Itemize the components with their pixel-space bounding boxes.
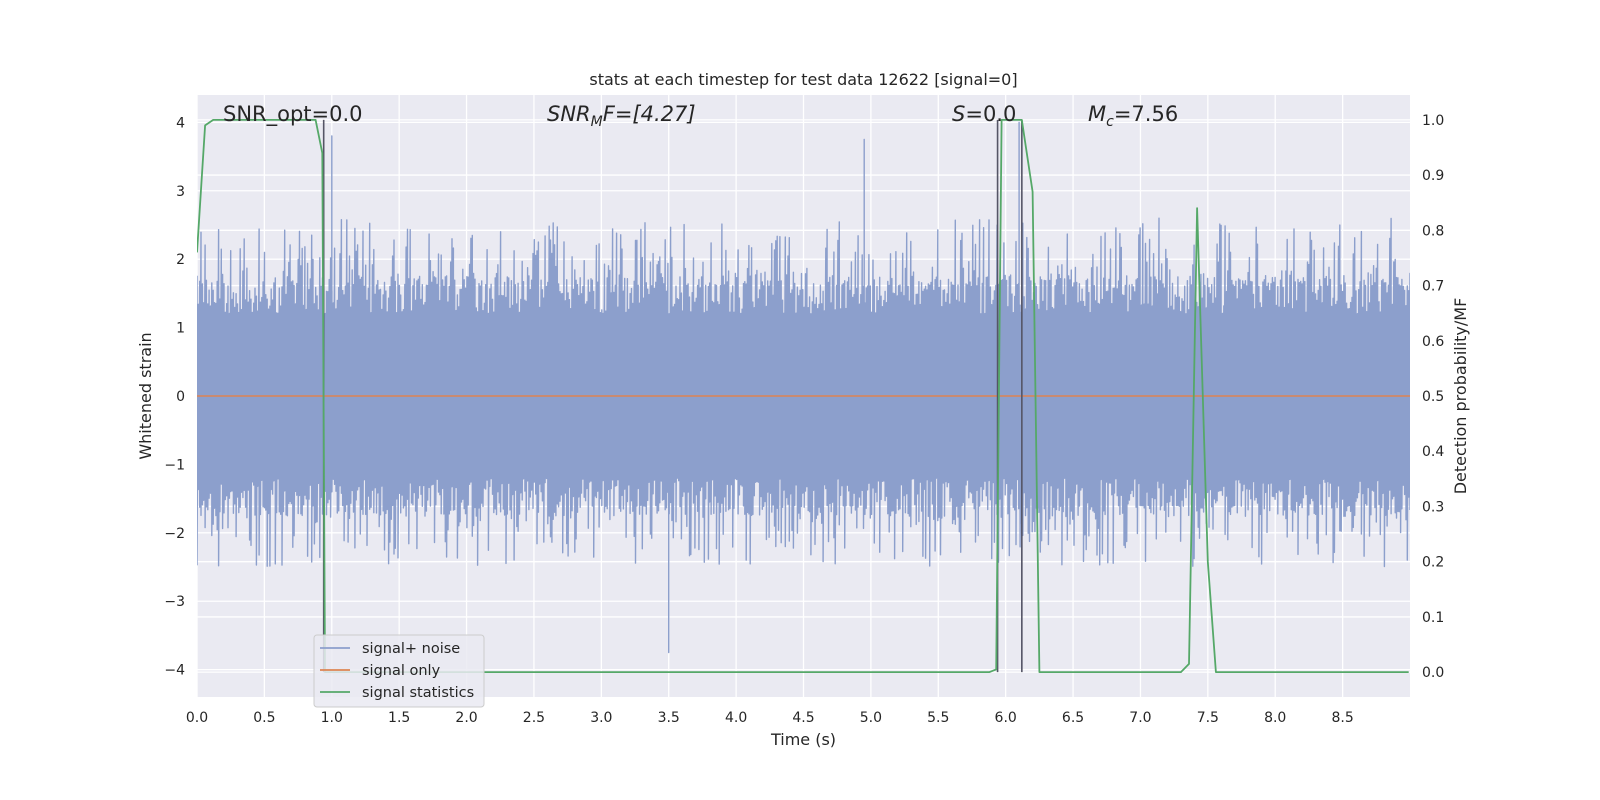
left-y-tick-label: 4 (176, 115, 185, 131)
annotation-snr-mf-rest: F=[4.27] (603, 102, 696, 126)
annotation-snr-mf: SNRMF=[4.27] (547, 102, 696, 130)
right-y-tick-label: 0.2 (1422, 555, 1444, 571)
right-y-tick-label: 0.4 (1422, 444, 1444, 460)
left-y-axis-label: Whitened strain (136, 332, 155, 459)
legend: signal+ noise signal only signal statistic… (313, 634, 485, 708)
x-tick-label: 7.5 (1197, 710, 1219, 726)
right-y-tick-label: 0.8 (1422, 223, 1444, 239)
annotation-mc-sub: c (1106, 114, 1114, 130)
annotations: SNR_opt=0.0 SNRMF=[4.27] S=0.0 Mc=7.56 (223, 102, 1178, 130)
legend-label: signal statistics (362, 685, 474, 701)
x-tick-label: 3.0 (590, 710, 612, 726)
left-y-tick-label: −1 (164, 457, 185, 473)
annotation-mc-value: =7.56 (1114, 102, 1178, 126)
x-tick-label: 1.0 (321, 710, 343, 726)
right-y-tick-label: 0.1 (1422, 610, 1444, 626)
legend-label: signal+ noise (362, 641, 460, 657)
annotation-snr-mf-base: SNR (547, 102, 591, 126)
left-y-tick-label: 0 (176, 389, 185, 405)
annotation-mc: Mc=7.56 (1088, 102, 1178, 130)
right-y-tick-label: 0.9 (1422, 168, 1444, 184)
x-tick-label: 2.0 (455, 710, 477, 726)
axis-ticks: 0.0 0.5 1.0 1.5 2.0 2.5 3.0 3.5 4.0 4.5 5.0 5.5 6.0 6… (164, 113, 1444, 726)
x-tick-label: 4.5 (792, 710, 814, 726)
x-tick-label: 8.0 (1264, 710, 1286, 726)
annotation-s-symbol: S (952, 102, 965, 126)
right-y-tick-label: 0.7 (1422, 279, 1444, 295)
chart-title: stats at each timestep for test data 126… (589, 70, 1017, 89)
x-tick-label: 0.0 (186, 710, 208, 726)
x-tick-label: 0.5 (253, 710, 275, 726)
annotation-mc-base: M (1088, 102, 1106, 126)
x-axis-label: Time (s) (770, 730, 836, 749)
right-y-tick-label: 1.0 (1422, 113, 1444, 129)
x-tick-label: 8.5 (1331, 710, 1353, 726)
x-tick-label: 4.0 (725, 710, 747, 726)
left-y-tick-label: −3 (164, 594, 185, 610)
right-y-tick-label: 0.0 (1422, 665, 1444, 681)
signal-noise-line (197, 121, 1410, 671)
x-tick-label: 7.0 (1129, 710, 1151, 726)
legend-label: signal only (362, 663, 441, 679)
left-y-tick-label: 2 (176, 252, 185, 268)
x-tick-label: 2.5 (523, 710, 545, 726)
right-y-tick-label: 0.5 (1422, 389, 1444, 405)
annotation-s-value: =0.0 (965, 102, 1016, 126)
annotation-snr-mf-sub: M (591, 114, 603, 130)
x-tick-label: 5.0 (860, 710, 882, 726)
left-y-tick-label: 1 (176, 321, 185, 337)
x-tick-label: 6.5 (1062, 710, 1084, 726)
x-tick-label: 6.0 (995, 710, 1017, 726)
right-y-axis-label: Detection probability/MF (1451, 298, 1470, 495)
x-tick-label: 5.5 (927, 710, 949, 726)
left-y-tick-label: 3 (176, 184, 185, 200)
annotation-s: S=0.0 (952, 102, 1016, 126)
left-y-tick-label: −2 (164, 526, 185, 542)
signal-statistics-series (197, 119, 1409, 673)
x-tick-label: 1.5 (388, 710, 410, 726)
right-y-tick-label: 0.6 (1422, 334, 1444, 350)
right-y-tick-label: 0.3 (1422, 499, 1444, 515)
signal-statistics-line (197, 119, 1409, 673)
x-tick-label: 3.5 (658, 710, 680, 726)
left-y-tick-label: −4 (164, 663, 185, 679)
legend-box (313, 634, 485, 708)
annotation-snr-opt: SNR_opt=0.0 (223, 102, 363, 127)
